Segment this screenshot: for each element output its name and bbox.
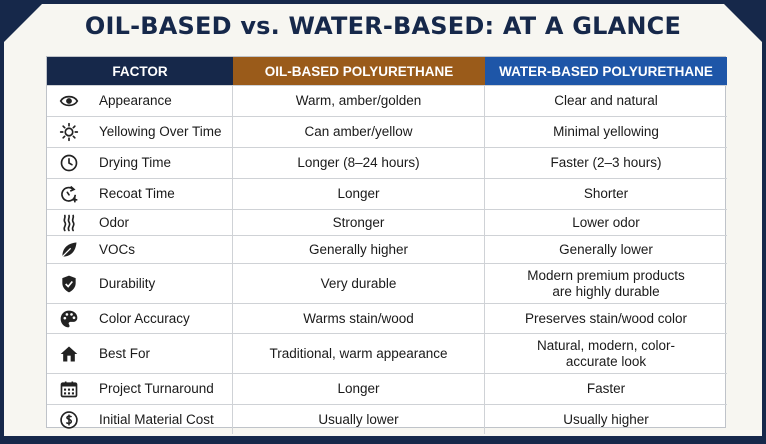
factor-label: Appearance <box>99 93 172 108</box>
header-oil-based: OIL-BASED POLYURETHANE <box>233 57 485 85</box>
factor-label: Odor <box>99 214 130 230</box>
calendar-icon <box>57 378 81 400</box>
leaf-icon <box>57 239 81 261</box>
water-value: Faster (2–3 hours) <box>485 147 727 178</box>
clock-icon <box>57 152 81 174</box>
oil-value: Stronger <box>233 209 485 235</box>
water-value: Shorter <box>485 178 727 209</box>
oil-value: Longer (8–24 hours) <box>233 147 485 178</box>
water-value: Generally lower <box>485 235 727 263</box>
water-value: Usually higher <box>485 404 727 434</box>
table-row-factor: Recoat Time <box>47 178 233 209</box>
factor-label: Durability <box>99 275 156 291</box>
table-row-factor: Odor <box>47 209 233 235</box>
oil-value: Warms stain/wood <box>233 303 485 333</box>
water-value: Natural, modern, color-accurate look <box>485 333 727 373</box>
water-value: Minimal yellowing <box>485 116 727 147</box>
shield-icon <box>57 273 81 295</box>
header-factor: FACTOR <box>47 57 233 85</box>
table-row-factor: VOCs <box>47 235 233 263</box>
factor-label: Yellowing Over Time <box>99 124 222 139</box>
water-value: Faster <box>485 373 727 404</box>
recoat-timer-icon <box>57 183 81 205</box>
water-value: Preserves stain/wood color <box>485 303 727 333</box>
factor-label: Recoat Time <box>99 186 175 201</box>
oil-value: Warm, amber/golden <box>233 85 485 116</box>
factor-label: VOCs <box>99 241 136 257</box>
factor-label: Initial Material Cost <box>99 411 214 427</box>
corner-decoration-right <box>720 0 766 46</box>
table-row-factor: Appearance <box>47 85 233 116</box>
palette-icon <box>57 308 81 330</box>
factor-label: Color Accuracy <box>99 310 190 326</box>
bottom-border-bar <box>0 436 766 444</box>
oil-value: Longer <box>233 373 485 404</box>
water-value: Clear and natural <box>485 85 727 116</box>
oil-value: Can amber/yellow <box>233 116 485 147</box>
table-row-factor: Project Turnaround <box>47 373 233 404</box>
corner-decoration-left <box>0 0 46 46</box>
factor-label: Best For <box>99 345 151 361</box>
table-row-factor: Drying Time <box>47 147 233 178</box>
water-value-text: Natural, modern, color-accurate look <box>536 337 676 369</box>
table-row-factor: Initial Material Cost <box>47 404 233 434</box>
oil-value: Traditional, warm appearance <box>233 333 485 373</box>
factor-label: Drying Time <box>99 155 172 170</box>
eye-icon <box>57 90 81 112</box>
water-value-text: Modern premium products are highly durab… <box>527 267 685 299</box>
page-title: OIL-BASED vs. WATER-BASED: AT A GLANCE <box>84 12 682 40</box>
house-icon <box>57 343 81 365</box>
comparison-table: FACTOR OIL-BASED POLYURETHANE WATER-BASE… <box>46 56 727 434</box>
table-row-factor: Durability <box>47 263 233 303</box>
oil-value: Longer <box>233 178 485 209</box>
dollar-icon <box>57 409 81 431</box>
oil-value: Generally higher <box>233 235 485 263</box>
header-water-based: WATER-BASED POLYURETHANE <box>485 57 727 85</box>
factor-label: Project Turnaround <box>99 381 214 396</box>
water-value: Modern premium products are highly durab… <box>485 263 727 303</box>
oil-value: Very durable <box>233 263 485 303</box>
table-row-factor: Yellowing Over Time <box>47 116 233 147</box>
sun-icon <box>57 121 81 143</box>
table-row-factor: Best For <box>47 333 233 373</box>
water-value: Lower odor <box>485 209 727 235</box>
table-row-factor: Color Accuracy <box>47 303 233 333</box>
odor-fumes-icon <box>57 212 81 234</box>
oil-value: Usually lower <box>233 404 485 434</box>
